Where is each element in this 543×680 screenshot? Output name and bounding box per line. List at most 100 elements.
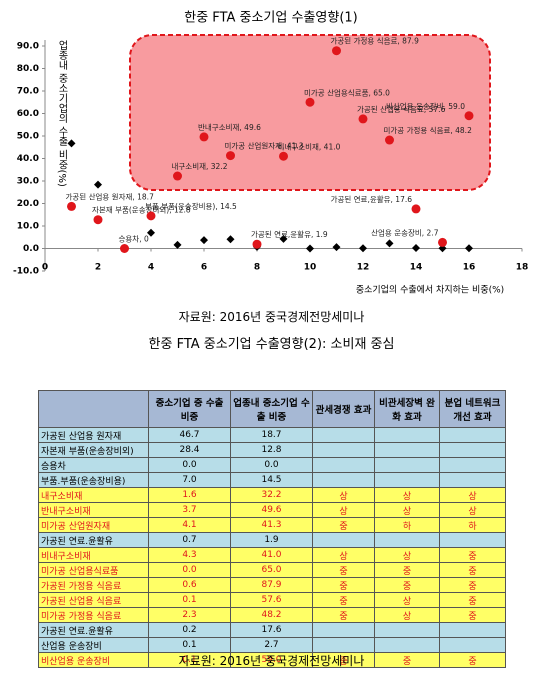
table-cell: 미가공 산업용식료품 xyxy=(38,562,149,578)
table-cell: 상 xyxy=(439,487,506,503)
data-label: 미가공 가정용 식음료, 48.2 xyxy=(384,125,473,135)
data-label: 부품.부품(운송장비용), 14.5 xyxy=(145,201,237,211)
y-tick-label: 50.0 xyxy=(17,132,39,142)
table-row: 반내구소비재 3.7 49.6 상 상 상 xyxy=(38,502,506,518)
point xyxy=(279,151,288,161)
table-cell: 부품.부품(운송장비용) xyxy=(38,472,149,488)
data-label: 반내구소비재, 49.6 xyxy=(198,123,261,132)
table-cell xyxy=(312,637,375,653)
table-cell: 중 xyxy=(312,592,375,608)
table-cell xyxy=(439,457,506,473)
table-row: 승용차 0.0 0.0 xyxy=(38,457,506,473)
y-tick-label: 70.0 xyxy=(17,87,39,97)
table-cell xyxy=(312,622,375,638)
data-label: 가공된 연료,윤활유, 17.6 xyxy=(331,194,413,204)
point xyxy=(385,135,394,145)
header-cell: 비관세장벽 완화 효과 xyxy=(374,390,440,428)
point xyxy=(199,132,209,142)
table-row: 산업용 운송장비 0.1 2.7 xyxy=(38,637,506,653)
table-cell: 상 xyxy=(374,607,440,623)
point xyxy=(94,180,102,189)
x-tick-label: 16 xyxy=(463,263,476,273)
table-title: 한중 FTA 중소기업 수출영향(2): 소비재 중심 xyxy=(148,337,395,352)
table-cell: 중 xyxy=(312,577,375,593)
table-row: 비산업용 운송장비 0.1 59.0 중 중 중 xyxy=(38,652,506,668)
point xyxy=(332,243,341,252)
y-tick-label: 90.0 xyxy=(17,42,39,52)
data-label: 내구소비재, 32.2 xyxy=(172,162,228,171)
table-cell xyxy=(374,637,440,653)
table-cell: 48.2 xyxy=(230,607,313,623)
table-cell: 87.9 xyxy=(230,577,313,593)
table-row: 내구소비재 1.6 32.2 상 상 상 xyxy=(38,487,506,503)
table-cell: 중 xyxy=(312,607,375,623)
table-cell xyxy=(439,622,506,638)
table-cell: 중 xyxy=(312,562,375,578)
highlight-box xyxy=(129,34,491,191)
table-cell: 상 xyxy=(312,547,375,563)
table-cell: 상 xyxy=(374,502,440,518)
table-cell: 18.7 xyxy=(230,427,313,443)
data-label: 미가공 산업원자재, 41.3 xyxy=(225,141,304,151)
table-cell: 0.1 xyxy=(148,637,231,653)
table-cell: 57.6 xyxy=(230,592,313,608)
table-cell: 하 xyxy=(439,517,506,533)
table-row: 미가공 가정용 식음료 2.3 48.2 중 상 중 xyxy=(38,607,506,623)
table-cell xyxy=(374,427,440,443)
table-cell: 28.4 xyxy=(148,442,231,458)
y-tick-label: -10.0 xyxy=(13,267,39,277)
table-cell: 자본재 부품(운송장비외) xyxy=(38,442,149,458)
table-cell: 32.2 xyxy=(230,487,313,503)
table-cell: 46.7 xyxy=(148,427,231,443)
point xyxy=(411,204,421,214)
table-cell: 가공된 연료.윤활유 xyxy=(38,622,149,638)
point xyxy=(306,244,314,253)
table-cell: 7.0 xyxy=(148,472,231,488)
table-cell: 중 xyxy=(439,547,506,563)
point xyxy=(385,239,394,248)
data-label: 산업용 운송장비, 2.7 xyxy=(371,227,439,237)
table-cell: 0.1 xyxy=(148,592,231,608)
table-cell: 중 xyxy=(374,562,440,578)
table-cell xyxy=(439,532,506,548)
table-cell: 상 xyxy=(312,502,375,518)
table-cell xyxy=(439,637,506,653)
point xyxy=(173,171,182,181)
y-tick-label: 20.0 xyxy=(17,199,39,209)
table-row: 자본재 부품(운송장비외) 28.4 12.8 xyxy=(38,442,506,458)
y-tick-label: 60.0 xyxy=(17,109,39,119)
header-cell: 업종내 중소기업 수출 비중 xyxy=(230,390,313,428)
table-cell: 승용차 xyxy=(38,457,149,473)
table-cell: 41.0 xyxy=(230,547,313,563)
table-cell: 0.2 xyxy=(148,622,231,638)
table-cell: 0.0 xyxy=(148,457,231,473)
table-cell xyxy=(312,457,375,473)
table-cell: 중 xyxy=(374,577,440,593)
table-cell: 14.5 xyxy=(230,472,313,488)
table-row: 비내구소비재 4.3 41.0 상 상 중 xyxy=(38,547,506,563)
table-cell xyxy=(374,622,440,638)
table-cell: 중 xyxy=(312,517,375,533)
table-cell: 2.7 xyxy=(230,637,313,653)
point xyxy=(358,114,368,124)
data-label: 가공된 가정용 식음료, 87.9 xyxy=(331,36,420,46)
chart: 한중 FTA 중소기업 수출영향(1) 업종내 중소기업의 수출 비중(%) 중… xyxy=(13,11,528,296)
table-source: 자료원: 2016년 중국경제전망세미나 xyxy=(178,654,365,668)
table-cell: 0.7 xyxy=(148,532,231,548)
table-cell: 41.3 xyxy=(230,517,313,533)
data-label: 비산업용 운송장비, 59.0 xyxy=(386,101,465,111)
table-cell: 65.0 xyxy=(230,562,313,578)
y-tick-label: 30.0 xyxy=(17,177,39,187)
chart-source: 자료원: 2016년 중국경제전망세미나 xyxy=(178,310,365,324)
table-cell xyxy=(374,457,440,473)
table-cell: 반내구소비재 xyxy=(38,502,149,518)
data-label: 비내구소비재, 41.0 xyxy=(278,142,341,151)
table-row: 가공된 가정용 식음료 0.6 87.9 중 중 중 xyxy=(38,577,506,593)
table-cell: 49.6 xyxy=(230,502,313,518)
table-row: 가공된 산업용 원자재 46.7 18.7 xyxy=(38,427,506,443)
header-cell: 분업 네트워크 개선 효과 xyxy=(439,390,506,428)
table-row: 미가공 산업원자재 4.1 41.3 중 하 하 xyxy=(38,517,506,533)
data-label: 가공된 산업용 원자재, 18.7 xyxy=(66,191,155,201)
table-cell: 3.7 xyxy=(148,502,231,518)
